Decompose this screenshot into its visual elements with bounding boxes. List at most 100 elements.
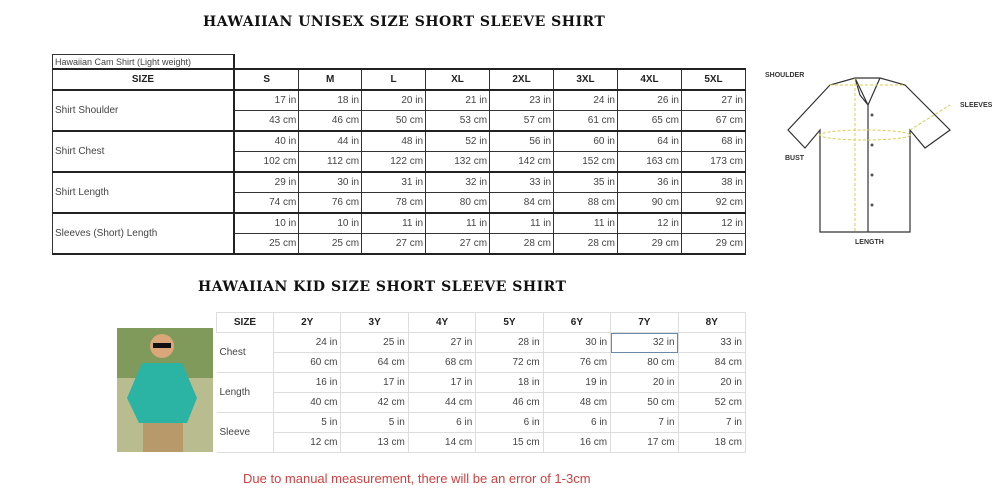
- cm-value: 53 cm: [425, 110, 491, 132]
- table-row: 74 cm 76 cm 78 cm 80 cm 84 cm 88 cm 90 cm 92 cm: [53, 192, 747, 214]
- cm-value: 16 cm: [542, 432, 612, 453]
- blank-cell: [617, 54, 682, 70]
- inch-value: 20 in: [610, 372, 679, 393]
- size-column-header: 8Y: [677, 312, 747, 333]
- hdr-row: SIZE S M L XL 2XL 3XL 4XL 5XL: [52, 68, 747, 91]
- cm-value: 40 cm: [272, 392, 342, 413]
- cm-value: 43 cm: [233, 110, 300, 132]
- cm-value: 28 cm: [553, 233, 618, 255]
- inch-value: 19 in: [542, 372, 612, 393]
- size-column-header: 5Y: [475, 312, 544, 333]
- cm-value: 48 cm: [542, 392, 612, 413]
- table-row: Sleeve 5 in 5 in 6 in 6 in 6 in 7 in 7 in: [216, 412, 747, 453]
- cm-value: 50 cm: [610, 392, 679, 413]
- inch-value: 31 in: [361, 171, 427, 193]
- cm-value: 46 cm: [298, 110, 363, 132]
- cm-value: 84 cm: [489, 192, 555, 214]
- table-row: 60 cm 64 cm 68 cm 72 cm 76 cm 80 cm 84 cm: [217, 352, 747, 373]
- inch-value: 60 in: [553, 130, 618, 152]
- table-row: Shirt Chest 40 in 44 in 48 in 52 in 56 in 60 i…: [52, 130, 747, 173]
- cm-value: 80 cm: [610, 352, 679, 373]
- size-header: SIZE: [52, 68, 235, 91]
- inch-value: 24 in: [553, 89, 618, 111]
- table-row: Shirt Length 29 in 30 in 31 in 32 in 33 in 35 …: [52, 171, 747, 214]
- size-column-header: L: [361, 68, 427, 91]
- blank-cell: [361, 54, 426, 70]
- cm-value: 13 cm: [340, 432, 409, 453]
- length-label: LENGTH: [855, 239, 884, 246]
- measurement-label: Sleeve: [216, 412, 274, 453]
- cm-value: 50 cm: [361, 110, 427, 132]
- adult-title: HAWAIIAN UNISEX SIZE SHORT SLEEVE SHIRT: [203, 14, 606, 30]
- inch-value: 38 in: [680, 171, 747, 193]
- size-column-header: 4Y: [407, 312, 477, 333]
- cm-value: 27 cm: [425, 233, 491, 255]
- cm-value: 102 cm: [233, 151, 300, 173]
- adult-size-table: Hawaiian Cam Shirt (Light weight) SIZE S M L…: [52, 54, 747, 255]
- inch-value: 33 in: [677, 332, 747, 353]
- table-row: Chest 24 in 25 in 27 in 28 in 30 in 32 in 33 in: [216, 332, 747, 373]
- measurement-label: Shirt Shoulder: [52, 89, 235, 132]
- cm-value: 52 cm: [677, 392, 747, 413]
- table-row: 25 cm 25 cm 27 cm 27 cm 28 cm 28 cm 29 cm 29 cm: [53, 233, 747, 255]
- inch-value: 33 in: [489, 171, 555, 193]
- table-row: 40 cm 42 cm 44 cm 46 cm 48 cm 50 cm 52 cm: [217, 392, 747, 413]
- inch-value: 68 in: [680, 130, 747, 152]
- cm-value: 152 cm: [553, 151, 618, 173]
- inch-value: 28 in: [475, 332, 544, 353]
- cm-value: 173 cm: [680, 151, 747, 173]
- inch-value: 18 in: [298, 89, 363, 111]
- inch-value: 56 in: [489, 130, 555, 152]
- inch-value: 24 in: [272, 332, 342, 353]
- cm-value: 61 cm: [553, 110, 618, 132]
- inch-value: 30 in: [542, 332, 612, 353]
- cm-value: 92 cm: [680, 192, 747, 214]
- inch-value: 10 in: [298, 212, 363, 234]
- table-row: Length 16 in 17 in 17 in 18 in 19 in 20 in 20 i…: [216, 372, 747, 413]
- inch-value: 17 in: [233, 89, 300, 111]
- size-column-header: 7Y: [610, 312, 679, 333]
- cm-value: 84 cm: [677, 352, 747, 373]
- cm-value: 44 cm: [407, 392, 477, 413]
- inch-value: 32 in: [425, 171, 491, 193]
- cm-value: 28 cm: [489, 233, 555, 255]
- size-column-header: 2Y: [272, 312, 342, 333]
- size-column-header: 4XL: [617, 68, 682, 91]
- measurement-note: Due to manual measurement, there will be…: [243, 471, 591, 486]
- measurement-label: Sleeves (Short) Length: [52, 212, 235, 255]
- cm-value: 12 cm: [272, 432, 342, 453]
- bust-label: BUST: [785, 155, 805, 162]
- table-row: 102 cm 112 cm 122 cm 132 cm 142 cm 152 cm 163 …: [53, 151, 747, 173]
- blank-cell: [553, 54, 618, 70]
- blank-cell: [425, 54, 490, 70]
- size-column-header: XL: [425, 68, 491, 91]
- cm-value: 46 cm: [475, 392, 544, 413]
- size-column-header: S: [233, 68, 300, 91]
- cm-value: 64 cm: [340, 352, 409, 373]
- inch-value: 40 in: [233, 130, 300, 152]
- table-row: 43 cm 46 cm 50 cm 53 cm 57 cm 61 cm 65 cm 67 cm: [53, 110, 747, 132]
- cm-value: 29 cm: [617, 233, 682, 255]
- cm-value: 14 cm: [407, 432, 477, 453]
- inch-value: 32 in: [610, 332, 679, 353]
- table-row: Sleeves (Short) Length 10 in 10 in 11 in 11 …: [52, 212, 747, 255]
- cm-value: 78 cm: [361, 192, 427, 214]
- inch-value: 27 in: [680, 89, 747, 111]
- cm-value: 142 cm: [489, 151, 555, 173]
- cm-value: 74 cm: [233, 192, 300, 214]
- inch-value: 35 in: [553, 171, 618, 193]
- inch-value: 11 in: [425, 212, 491, 234]
- size-column-header: 6Y: [542, 312, 612, 333]
- hdr-row: SIZE 2Y 3Y 4Y 5Y 6Y 7Y 8Y: [216, 312, 747, 333]
- cm-value: 163 cm: [617, 151, 682, 173]
- inch-value: 29 in: [233, 171, 300, 193]
- inch-value: 44 in: [298, 130, 363, 152]
- inch-value: 12 in: [617, 212, 682, 234]
- inch-value: 7 in: [677, 412, 747, 433]
- blank-cell: [489, 54, 554, 70]
- cm-value: 90 cm: [617, 192, 682, 214]
- size-column-header: 5XL: [680, 68, 747, 91]
- inch-value: 17 in: [407, 372, 477, 393]
- cm-value: 112 cm: [298, 151, 363, 173]
- cm-value: 132 cm: [425, 151, 491, 173]
